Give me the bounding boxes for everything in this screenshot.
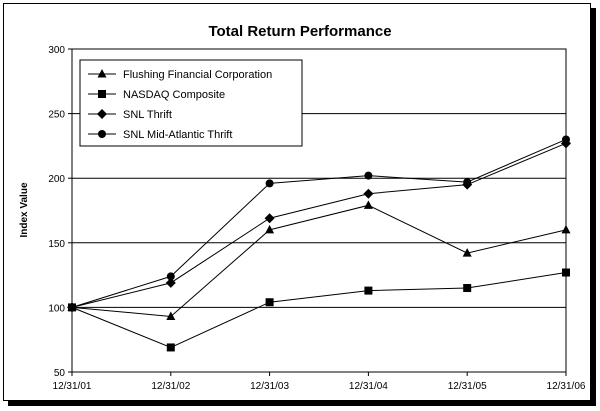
y-tick-label: 250 [48, 110, 65, 121]
series-lines [67, 135, 571, 352]
data-point [68, 303, 76, 312]
data-point [364, 171, 373, 180]
data-point [166, 272, 175, 281]
legend-entry: Flushing Financial Corporation [123, 69, 272, 81]
plot-area [71, 48, 567, 373]
data-point [166, 311, 176, 320]
series-line [71, 204, 567, 317]
data-point [264, 213, 275, 224]
y-tick-label: 50 [54, 368, 66, 379]
data-point [265, 224, 275, 234]
x-tick-label: 12/31/01 [53, 381, 92, 392]
data-point [562, 268, 570, 277]
axes: 50 100 150 200 250 300 12/31/01 12/31/02 12/31/0… [48, 45, 586, 392]
x-tick-label: 12/31/05 [448, 381, 487, 392]
data-point [363, 200, 373, 209]
y-axis-label: Index Value [19, 182, 30, 237]
y-tick-label: 200 [48, 174, 65, 185]
data-point [265, 179, 274, 188]
data-point [364, 286, 373, 295]
x-tick-label: 12/31/02 [151, 381, 190, 392]
data-point [165, 277, 176, 288]
legend-entry: SNL Thrift [123, 109, 172, 121]
data-point [265, 298, 274, 307]
series-1 [68, 268, 570, 352]
legend-box [79, 59, 303, 147]
x-tick-label: 12/31/03 [250, 381, 289, 392]
data-point [561, 224, 571, 234]
series-line [71, 138, 567, 308]
chart-title: Total Return Performance [208, 23, 391, 40]
gridlines [72, 113, 566, 308]
x-tick-label: 12/31/06 [547, 381, 586, 392]
series-line [71, 272, 567, 348]
data-point [166, 343, 175, 352]
data-point [462, 248, 472, 257]
legend-marker [97, 109, 107, 119]
data-point [463, 178, 472, 187]
x-tick-label: 12/31/04 [349, 381, 388, 392]
legend-marker [98, 90, 106, 98]
data-point [562, 135, 570, 144]
series-line [71, 142, 567, 308]
data-point [363, 188, 374, 199]
y-tick-label: 100 [48, 303, 65, 314]
series-3 [68, 135, 570, 312]
data-point [463, 284, 472, 293]
y-tick-label: 300 [48, 45, 65, 56]
series-0 [67, 200, 571, 320]
series-2 [67, 138, 571, 313]
legend-marker [98, 130, 106, 138]
legend-entry: NASDAQ Composite [123, 89, 225, 101]
legend: Flushing Financial Corporation NASDAQ Com… [79, 59, 303, 147]
legend-entry: SNL Mid-Atlantic Thrift [123, 129, 232, 141]
legend-marker [97, 69, 107, 78]
y-tick-label: 150 [48, 239, 65, 250]
